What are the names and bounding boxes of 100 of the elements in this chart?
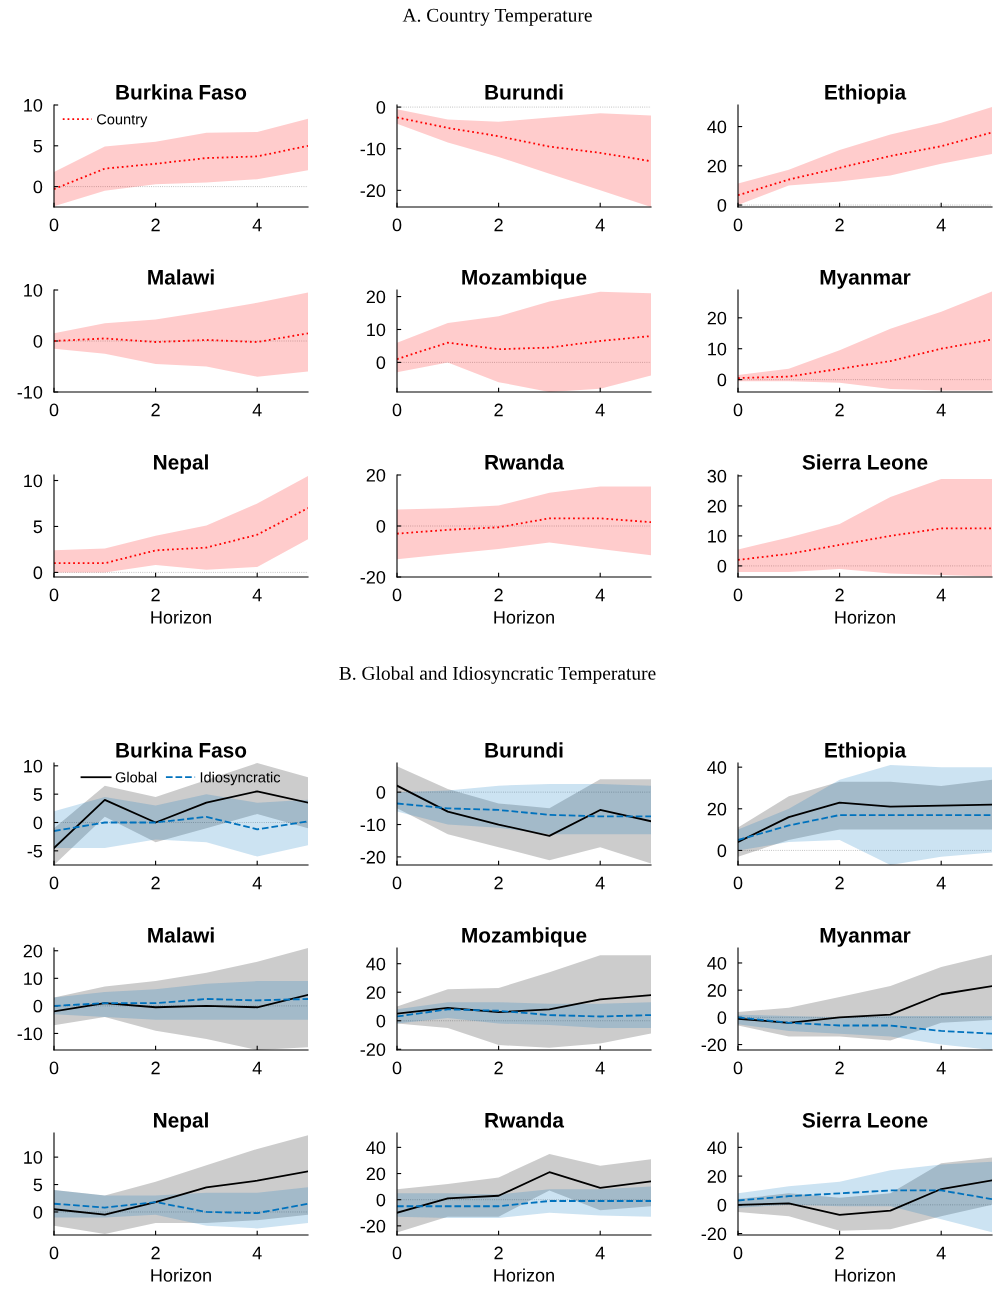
y-tick-label: 0 [376, 1014, 386, 1028]
x-tick-label: 0 [392, 588, 402, 602]
y-tick-label: 0 [33, 180, 43, 194]
y-tick-label: 20 [366, 986, 386, 999]
y-tick-label: -20 [360, 1219, 386, 1233]
x-axis-title: Horizon [835, 1268, 895, 1282]
y-tick-label: 10 [24, 98, 43, 112]
y-tick-label: 5 [33, 788, 43, 801]
x-tick-label: 4 [936, 1246, 946, 1260]
x-tick-label: 2 [151, 1246, 160, 1260]
x-tick-label: 2 [151, 588, 160, 602]
line-series [738, 131, 992, 197]
chart-title: Nepal [154, 1112, 208, 1132]
line-series [54, 144, 308, 190]
y-tick-label: 40 [366, 957, 386, 971]
x-tick-label: 4 [936, 588, 946, 602]
legend-label: Country [97, 114, 148, 128]
y-tick-label: 5 [33, 520, 43, 534]
x-tick-label: 0 [733, 588, 743, 602]
chart-title: Rwanda [485, 1112, 565, 1128]
y-tick-label: -20 [701, 1038, 727, 1052]
x-tick-label: 4 [936, 218, 946, 232]
x-tick-label: 2 [494, 588, 503, 602]
y-tick-label: 0 [376, 519, 386, 533]
x-tick-label: 2 [835, 218, 844, 232]
chart-title: Malawi [148, 927, 214, 943]
chart-title: Malawi [148, 269, 214, 285]
y-tick-label: 0 [717, 844, 727, 858]
y-tick-label: 20 [707, 499, 727, 513]
x-tick-label: 4 [595, 403, 605, 417]
y-tick-label: -10 [360, 142, 386, 156]
x-axis-title: Horizon [494, 610, 554, 624]
y-tick-label: 0 [717, 1198, 727, 1212]
y-tick-label: 20 [23, 944, 43, 958]
x-tick-label: 0 [49, 876, 59, 890]
y-tick-label: 20 [366, 290, 386, 304]
text: A. Country Temperature [402, 8, 592, 26]
chart-title: Burkina Faso [116, 742, 247, 758]
y-tick-label: 10 [24, 474, 43, 488]
line-series [738, 1016, 992, 1035]
y-tick-label: 0 [717, 559, 727, 573]
legend-label: Idiosyncratic [200, 771, 281, 786]
y-tick-label: 20 [707, 984, 727, 997]
x-tick-label: 4 [595, 1246, 605, 1260]
line-series [738, 527, 992, 561]
chart-title: Ethiopia [825, 742, 907, 762]
x-tick-label: 4 [252, 588, 262, 602]
y-tick-label: -10 [17, 385, 43, 399]
y-tick-label: 20 [366, 468, 386, 482]
line-series [54, 998, 308, 1007]
y-tick-label: 0 [376, 356, 386, 370]
x-tick-label: 2 [494, 876, 503, 890]
y-tick-label: 0 [33, 816, 43, 830]
line-series [738, 338, 992, 379]
x-tick-label: 0 [733, 403, 743, 417]
x-tick-label: 0 [733, 876, 743, 890]
y-tick-label: 10 [24, 759, 43, 773]
y-tick-label: 20 [707, 1170, 727, 1183]
x-tick-label: 4 [936, 1061, 946, 1075]
y-tick-label: 20 [707, 802, 727, 816]
y-tick-label: 10 [24, 1151, 43, 1164]
x-tick-label: 2 [151, 876, 160, 890]
y-tick-label: 10 [708, 342, 727, 356]
x-tick-label: 4 [252, 218, 262, 232]
y-tick-label: 10 [24, 972, 43, 986]
x-tick-label: 4 [936, 403, 946, 417]
y-tick-label: 20 [366, 1167, 386, 1181]
y-tick-label: 40 [707, 956, 727, 970]
x-tick-label: 0 [392, 403, 402, 417]
y-tick-label: 20 [707, 159, 727, 173]
x-tick-label: 4 [595, 588, 605, 602]
x-tick-label: 2 [835, 1061, 844, 1075]
y-tick-label: 10 [24, 283, 43, 297]
x-tick-label: 0 [733, 1061, 743, 1075]
chart-title: Myanmar [820, 270, 911, 289]
chart-title: Burundi [485, 84, 563, 100]
y-tick-label: -10 [17, 1027, 43, 1041]
line-series [397, 335, 651, 361]
y-tick-label: -20 [360, 850, 386, 864]
x-tick-label: 2 [151, 218, 160, 232]
x-tick-label: 2 [151, 403, 160, 417]
line-series [54, 332, 308, 343]
line-series [54, 1201, 308, 1214]
y-tick-label: 0 [33, 999, 43, 1013]
x-tick-label: 2 [835, 588, 844, 602]
x-tick-label: 0 [49, 588, 59, 602]
line-series [54, 815, 308, 832]
x-tick-label: 0 [392, 1061, 402, 1075]
x-tick-label: 2 [151, 1061, 160, 1075]
x-tick-label: 0 [49, 403, 59, 417]
line-series [397, 802, 651, 818]
x-tick-label: 0 [392, 218, 402, 232]
line-series [397, 517, 651, 535]
y-tick-label: 30 [707, 469, 727, 483]
y-tick-label: 20 [707, 311, 727, 325]
x-tick-label: 4 [252, 1061, 262, 1075]
line-series [738, 1189, 992, 1202]
x-tick-label: 0 [49, 218, 59, 232]
chart-title: Burundi [485, 742, 563, 758]
x-tick-label: 0 [733, 218, 743, 232]
